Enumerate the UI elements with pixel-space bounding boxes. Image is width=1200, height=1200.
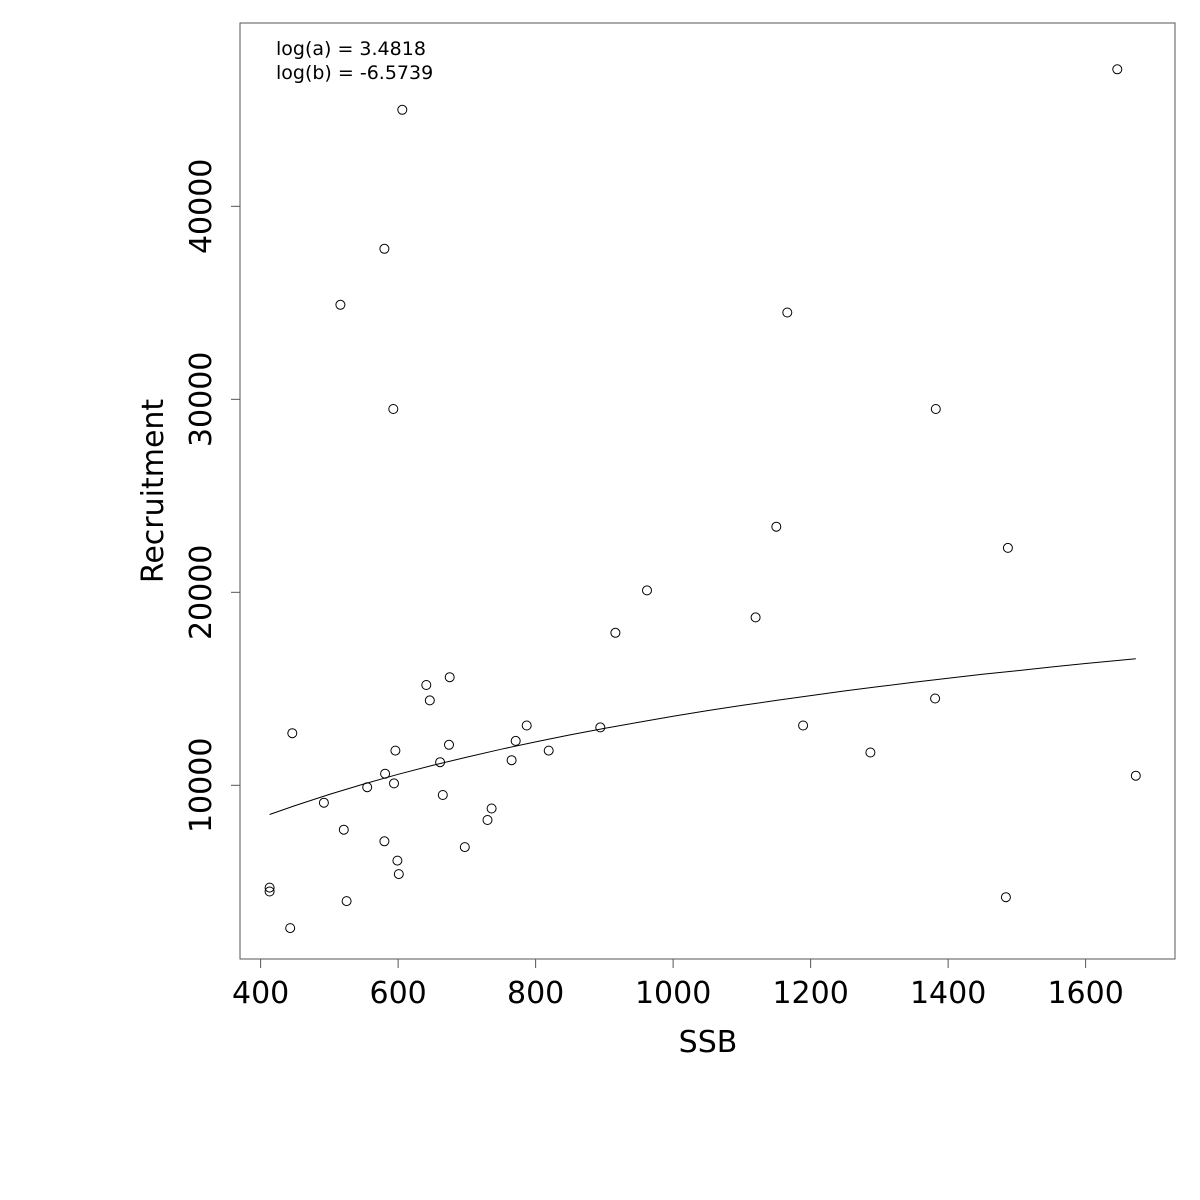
data-point xyxy=(543,745,554,756)
data-point xyxy=(771,521,782,532)
data-point xyxy=(380,768,391,779)
data-point xyxy=(389,778,399,789)
data-point xyxy=(1130,770,1141,781)
data-point xyxy=(595,722,606,733)
data-point xyxy=(390,745,401,756)
fit-curve-layer xyxy=(269,658,1136,815)
data-point xyxy=(287,728,298,739)
data-point xyxy=(393,869,404,880)
data-point xyxy=(437,790,448,800)
data-point xyxy=(750,612,761,623)
data-point xyxy=(1112,64,1123,75)
x-tick-label: 1400 xyxy=(910,976,986,1011)
data-point xyxy=(388,404,399,414)
x-tick-label: 400 xyxy=(232,976,289,1011)
data-point xyxy=(338,824,349,835)
data-point xyxy=(392,855,403,866)
annotation-log-b: log(b) = -6.5739 xyxy=(276,62,433,84)
data-point xyxy=(459,842,470,853)
data-point xyxy=(264,882,275,893)
data-point xyxy=(285,923,296,934)
data-point xyxy=(335,299,346,310)
data-point xyxy=(1002,542,1013,553)
data-point xyxy=(782,307,793,318)
data-point xyxy=(444,739,454,750)
data-point xyxy=(486,803,497,814)
data-point xyxy=(865,747,876,758)
x-tick-label: 800 xyxy=(507,976,564,1011)
x-tick-label: 600 xyxy=(369,976,426,1011)
data-point xyxy=(798,720,809,731)
data-point xyxy=(264,886,275,897)
data-point xyxy=(444,672,455,683)
plot-frame xyxy=(239,22,1176,960)
data-point xyxy=(1000,892,1011,903)
data-point xyxy=(482,815,493,825)
x-tick-label: 1200 xyxy=(772,976,848,1011)
points-layer xyxy=(264,64,1141,934)
annotation-log-a: log(a) = 3.4818 xyxy=(276,38,426,60)
data-point xyxy=(521,720,532,731)
y-tick-label: 30000 xyxy=(184,352,219,447)
y-tick-label: 40000 xyxy=(184,159,219,254)
y-axis-title: Recruitment xyxy=(136,399,171,584)
data-point xyxy=(930,693,941,704)
data-point xyxy=(379,836,390,847)
data-point xyxy=(642,585,652,596)
x-axis-title: SSB xyxy=(679,1025,738,1060)
x-tick-label: 1000 xyxy=(635,976,711,1011)
data-point xyxy=(424,695,435,706)
data-point xyxy=(610,627,621,638)
y-tick-label: 10000 xyxy=(184,738,219,833)
data-point xyxy=(421,680,432,690)
data-point xyxy=(362,782,373,793)
data-point xyxy=(506,755,517,766)
x-axis: 400 600 800 1000 1200 1400 1600 xyxy=(232,959,1124,1011)
y-tick-label: 20000 xyxy=(184,545,219,640)
data-point xyxy=(397,104,408,115)
x-tick-label: 1600 xyxy=(1047,976,1123,1011)
y-axis: 10000 20000 30000 40000 xyxy=(184,159,240,833)
data-point xyxy=(930,404,941,414)
fitted-curve xyxy=(269,658,1136,815)
data-point xyxy=(341,896,352,907)
data-point xyxy=(318,797,329,808)
data-point xyxy=(379,243,390,254)
data-point xyxy=(435,757,446,768)
data-point xyxy=(510,735,521,746)
